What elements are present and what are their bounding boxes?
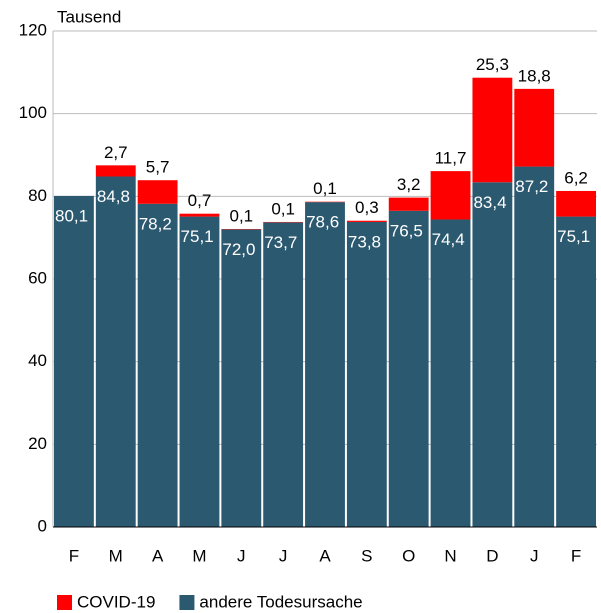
x-tick-label: F	[69, 546, 79, 565]
value-label: 5,7	[146, 158, 170, 177]
bar-segment	[472, 182, 513, 527]
bar-segment	[346, 220, 387, 222]
value-label: 72,0	[222, 240, 255, 259]
value-label: 0,7	[188, 191, 212, 210]
bar-segment	[514, 166, 555, 527]
bar-segment	[556, 190, 596, 217]
bar-segment	[179, 213, 220, 217]
bar-segment	[54, 195, 94, 528]
bar-segment	[388, 210, 429, 528]
y-tick-label: 80	[28, 186, 47, 205]
value-label: 18,8	[518, 66, 551, 85]
bar-segment	[556, 216, 596, 527]
x-tick-label: D	[486, 546, 498, 565]
value-label: 87,2	[515, 177, 548, 196]
x-tick-label: M	[192, 546, 206, 565]
bar-segment	[263, 222, 304, 527]
y-tick-label: 120	[19, 20, 47, 39]
bar-segment	[346, 221, 387, 527]
value-label: 83,4	[473, 193, 506, 212]
y-tick-label: 0	[38, 516, 47, 535]
x-tick-label: F	[571, 546, 581, 565]
y-tick-label: 60	[28, 268, 47, 287]
value-label: 76,5	[390, 221, 423, 240]
value-label: 25,3	[476, 55, 509, 74]
value-label: 11,7	[435, 149, 467, 168]
value-label: 73,7	[264, 233, 297, 252]
value-label: 0,1	[313, 179, 337, 198]
legend-swatch	[179, 595, 195, 610]
value-label: 3,2	[397, 175, 421, 194]
value-label: 74,4	[432, 230, 465, 249]
bar-segment	[221, 229, 262, 527]
bar-segment	[137, 180, 178, 204]
bar-segment	[95, 165, 136, 177]
value-label: 6,2	[564, 168, 588, 187]
x-tick-label: O	[402, 546, 415, 565]
value-label: 75,1	[181, 227, 214, 246]
x-tick-label: A	[319, 546, 331, 565]
x-tick-label: N	[444, 546, 456, 565]
bar-segment	[430, 219, 471, 528]
value-label: 75,1	[557, 227, 590, 246]
bar-segment	[472, 77, 513, 183]
value-label: 73,8	[348, 232, 381, 251]
y-tick-label: 20	[28, 434, 47, 453]
bar-segment	[514, 88, 555, 167]
x-tick-label: J	[237, 546, 246, 565]
value-label: 78,6	[306, 213, 339, 232]
value-label: 80,1	[55, 206, 88, 225]
x-tick-label: J	[530, 546, 539, 565]
legend-label: COVID-19	[77, 592, 155, 611]
bar-segment	[388, 197, 429, 211]
bar-segment	[95, 176, 136, 527]
bar-segment	[137, 203, 178, 528]
value-label: 2,7	[104, 143, 128, 162]
legend-swatch	[57, 595, 72, 610]
value-label: 0,1	[229, 206, 253, 225]
bar-segment	[305, 202, 345, 527]
value-label: 78,2	[139, 214, 172, 233]
bar-segment	[430, 171, 471, 220]
x-tick-label: A	[152, 546, 164, 565]
y-tick-label: 100	[19, 103, 47, 122]
x-tick-label: J	[279, 546, 288, 565]
value-label: 84,8	[97, 187, 130, 206]
value-label: 0,3	[355, 198, 379, 217]
legend-label: andere Todesursache	[199, 592, 362, 611]
y-tick-label: 40	[28, 351, 47, 370]
y-axis-unit: Tausend	[57, 7, 121, 26]
x-tick-label: M	[109, 546, 123, 565]
bar-segment	[179, 216, 220, 527]
x-tick-label: S	[361, 546, 372, 565]
value-label: 0,1	[271, 199, 295, 218]
